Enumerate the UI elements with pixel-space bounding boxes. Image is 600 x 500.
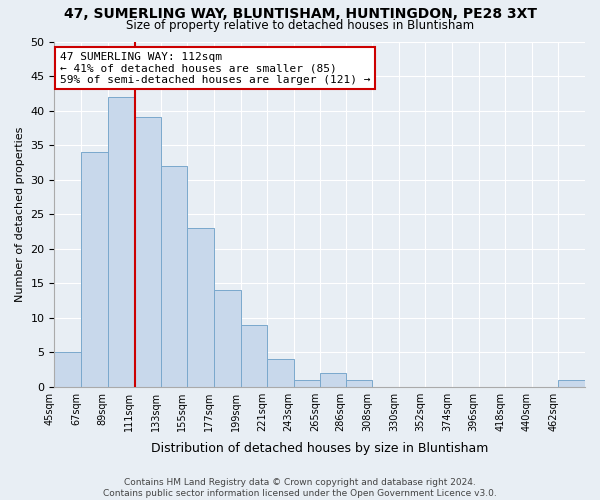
Bar [107, 96, 134, 387]
X-axis label: Distribution of detached houses by size in Bluntisham: Distribution of detached houses by size … [151, 442, 488, 455]
Bar [55, 352, 81, 386]
Bar [241, 324, 267, 386]
Bar [161, 166, 187, 386]
Bar [134, 118, 161, 386]
Bar [214, 290, 241, 386]
Text: Size of property relative to detached houses in Bluntisham: Size of property relative to detached ho… [126, 18, 474, 32]
Bar [294, 380, 320, 386]
Bar [267, 359, 294, 386]
Text: 47, SUMERLING WAY, BLUNTISHAM, HUNTINGDON, PE28 3XT: 47, SUMERLING WAY, BLUNTISHAM, HUNTINGDO… [64, 8, 536, 22]
Text: 47 SUMERLING WAY: 112sqm
← 41% of detached houses are smaller (85)
59% of semi-d: 47 SUMERLING WAY: 112sqm ← 41% of detach… [60, 52, 370, 85]
Y-axis label: Number of detached properties: Number of detached properties [15, 126, 25, 302]
Bar [320, 373, 346, 386]
Bar [187, 228, 214, 386]
Bar [81, 152, 107, 386]
Bar [346, 380, 372, 386]
Bar [559, 380, 585, 386]
Text: Contains HM Land Registry data © Crown copyright and database right 2024.
Contai: Contains HM Land Registry data © Crown c… [103, 478, 497, 498]
